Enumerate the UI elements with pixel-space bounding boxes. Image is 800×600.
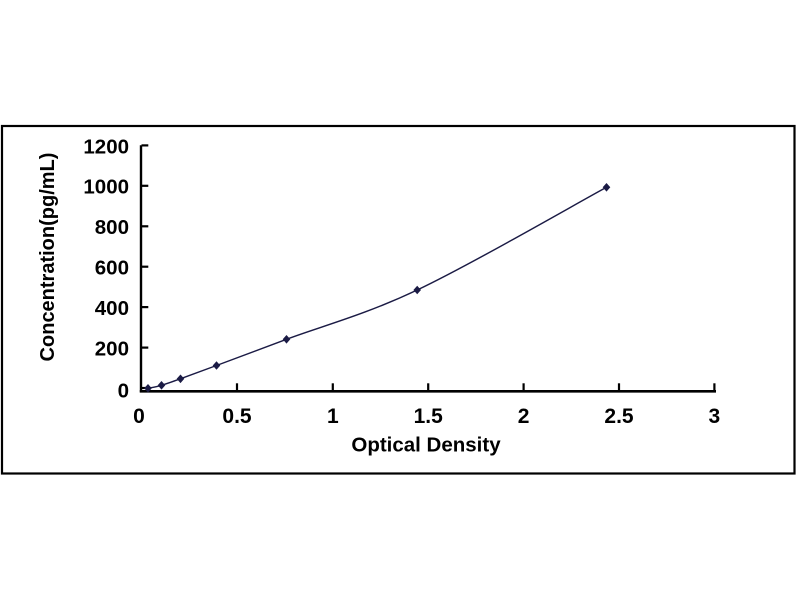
svg-text:0: 0 [133, 405, 145, 428]
svg-text:3: 3 [709, 405, 721, 428]
svg-text:1000: 1000 [83, 176, 129, 199]
svg-text:Concentration(pg/mL): Concentration(pg/mL) [37, 153, 59, 362]
svg-text:1.5: 1.5 [414, 405, 444, 428]
svg-text:2: 2 [518, 405, 530, 428]
svg-text:800: 800 [95, 216, 129, 239]
svg-text:0.5: 0.5 [222, 405, 252, 428]
svg-text:Optical Density: Optical Density [351, 434, 501, 457]
svg-text:1200: 1200 [83, 135, 129, 158]
svg-text:0: 0 [118, 379, 129, 402]
svg-text:600: 600 [95, 257, 129, 280]
svg-text:400: 400 [95, 297, 129, 320]
svg-text:1: 1 [327, 405, 339, 428]
svg-text:200: 200 [95, 338, 129, 361]
svg-text:2.5: 2.5 [604, 405, 634, 428]
